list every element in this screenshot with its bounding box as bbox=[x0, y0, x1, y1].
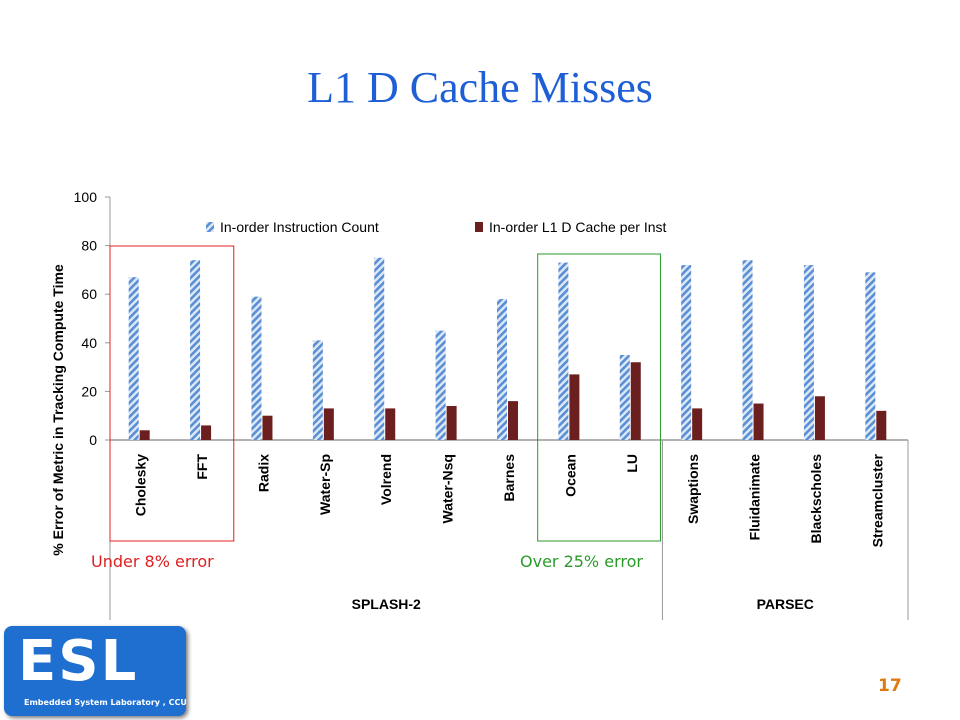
category-label: Ocean bbox=[562, 454, 578, 497]
highlight-boxes bbox=[109, 245, 661, 542]
bar-instruction-count bbox=[374, 257, 385, 440]
y-axis-label: % Error of Metric in Tracking Compute Ti… bbox=[50, 264, 66, 556]
bar-l1d-cache bbox=[508, 401, 518, 440]
category-label: Volrend bbox=[378, 454, 394, 505]
group-label: SPLASH-2 bbox=[352, 596, 421, 612]
category-label: Streamcluster bbox=[869, 453, 885, 547]
bar-instruction-count bbox=[435, 330, 446, 440]
bar-l1d-cache bbox=[876, 410, 887, 440]
category-label: Radix bbox=[255, 454, 271, 492]
bar-instruction-count bbox=[558, 262, 569, 440]
bar-instruction-count bbox=[865, 272, 876, 440]
group-labels: SPLASH-2 PARSEC bbox=[352, 440, 909, 620]
slide-title: L1 D Cache Misses bbox=[307, 63, 653, 112]
bar-l1d-cache bbox=[569, 374, 580, 440]
logo-subtext: Embedded System Laboratory , CCU bbox=[24, 698, 186, 707]
bar-instruction-count bbox=[497, 299, 507, 440]
bar-instruction-count bbox=[619, 354, 630, 440]
y-tick-label: 40 bbox=[81, 335, 97, 351]
category-label: Blackscholes bbox=[808, 454, 824, 544]
legend-label: In-order Instruction Count bbox=[220, 219, 379, 235]
group-label: PARSEC bbox=[757, 596, 814, 612]
over-error-box bbox=[537, 253, 661, 542]
logo-letters: ESL bbox=[18, 629, 139, 694]
category-label: FFT bbox=[194, 454, 210, 480]
legend-swatch bbox=[206, 222, 214, 232]
legend-swatch bbox=[475, 222, 483, 232]
bar-l1d-cache bbox=[753, 403, 764, 440]
y-tick-label: 0 bbox=[89, 432, 97, 448]
bar-instruction-count bbox=[190, 260, 201, 440]
legend: In-order Instruction Count In-order L1 D … bbox=[206, 219, 667, 235]
bar-l1d-cache bbox=[385, 408, 396, 440]
bar-l1d-cache bbox=[139, 430, 150, 440]
esl-logo: ESL Embedded System Laboratory , CCU bbox=[4, 626, 186, 716]
category-label: LU bbox=[624, 454, 640, 473]
over-error-note: Over 25% error bbox=[520, 552, 643, 571]
page-number: 17 bbox=[878, 676, 902, 696]
category-label: Barnes bbox=[501, 454, 517, 502]
y-tick-label: 60 bbox=[81, 286, 97, 302]
bar-l1d-cache bbox=[446, 405, 457, 440]
under-error-box bbox=[109, 245, 235, 542]
bar-instruction-count bbox=[312, 340, 323, 440]
y-tick-label: 80 bbox=[81, 238, 97, 254]
bar-instruction-count bbox=[742, 260, 753, 440]
y-tick-label: 20 bbox=[81, 383, 97, 399]
bar-instruction-count bbox=[803, 265, 814, 440]
category-label: Water-Nsq bbox=[440, 454, 456, 524]
bar-instruction-count bbox=[681, 265, 692, 440]
legend-label: In-order L1 D Cache per Inst bbox=[489, 219, 667, 235]
y-tick-label: 100 bbox=[74, 189, 98, 205]
bar-l1d-cache bbox=[630, 362, 641, 440]
category-label: Cholesky bbox=[133, 454, 149, 516]
bar-instruction-count bbox=[251, 296, 262, 440]
category-label: Water-Sp bbox=[317, 454, 333, 515]
bar-instruction-count bbox=[128, 277, 139, 440]
bar-l1d-cache bbox=[262, 415, 273, 440]
bar-l1d-cache bbox=[814, 396, 825, 440]
under-error-note: Under 8% error bbox=[91, 552, 214, 571]
bar-l1d-cache bbox=[323, 408, 334, 440]
bar-l1d-cache bbox=[201, 425, 212, 440]
bar-l1d-cache bbox=[692, 408, 703, 440]
bars bbox=[128, 257, 887, 440]
category-labels: Cholesky FFT Radix Water-Sp Volrend Water-Nsq… bbox=[133, 453, 886, 547]
category-label: Swaptions bbox=[685, 454, 701, 524]
category-label: Fluidanimate bbox=[747, 454, 763, 541]
